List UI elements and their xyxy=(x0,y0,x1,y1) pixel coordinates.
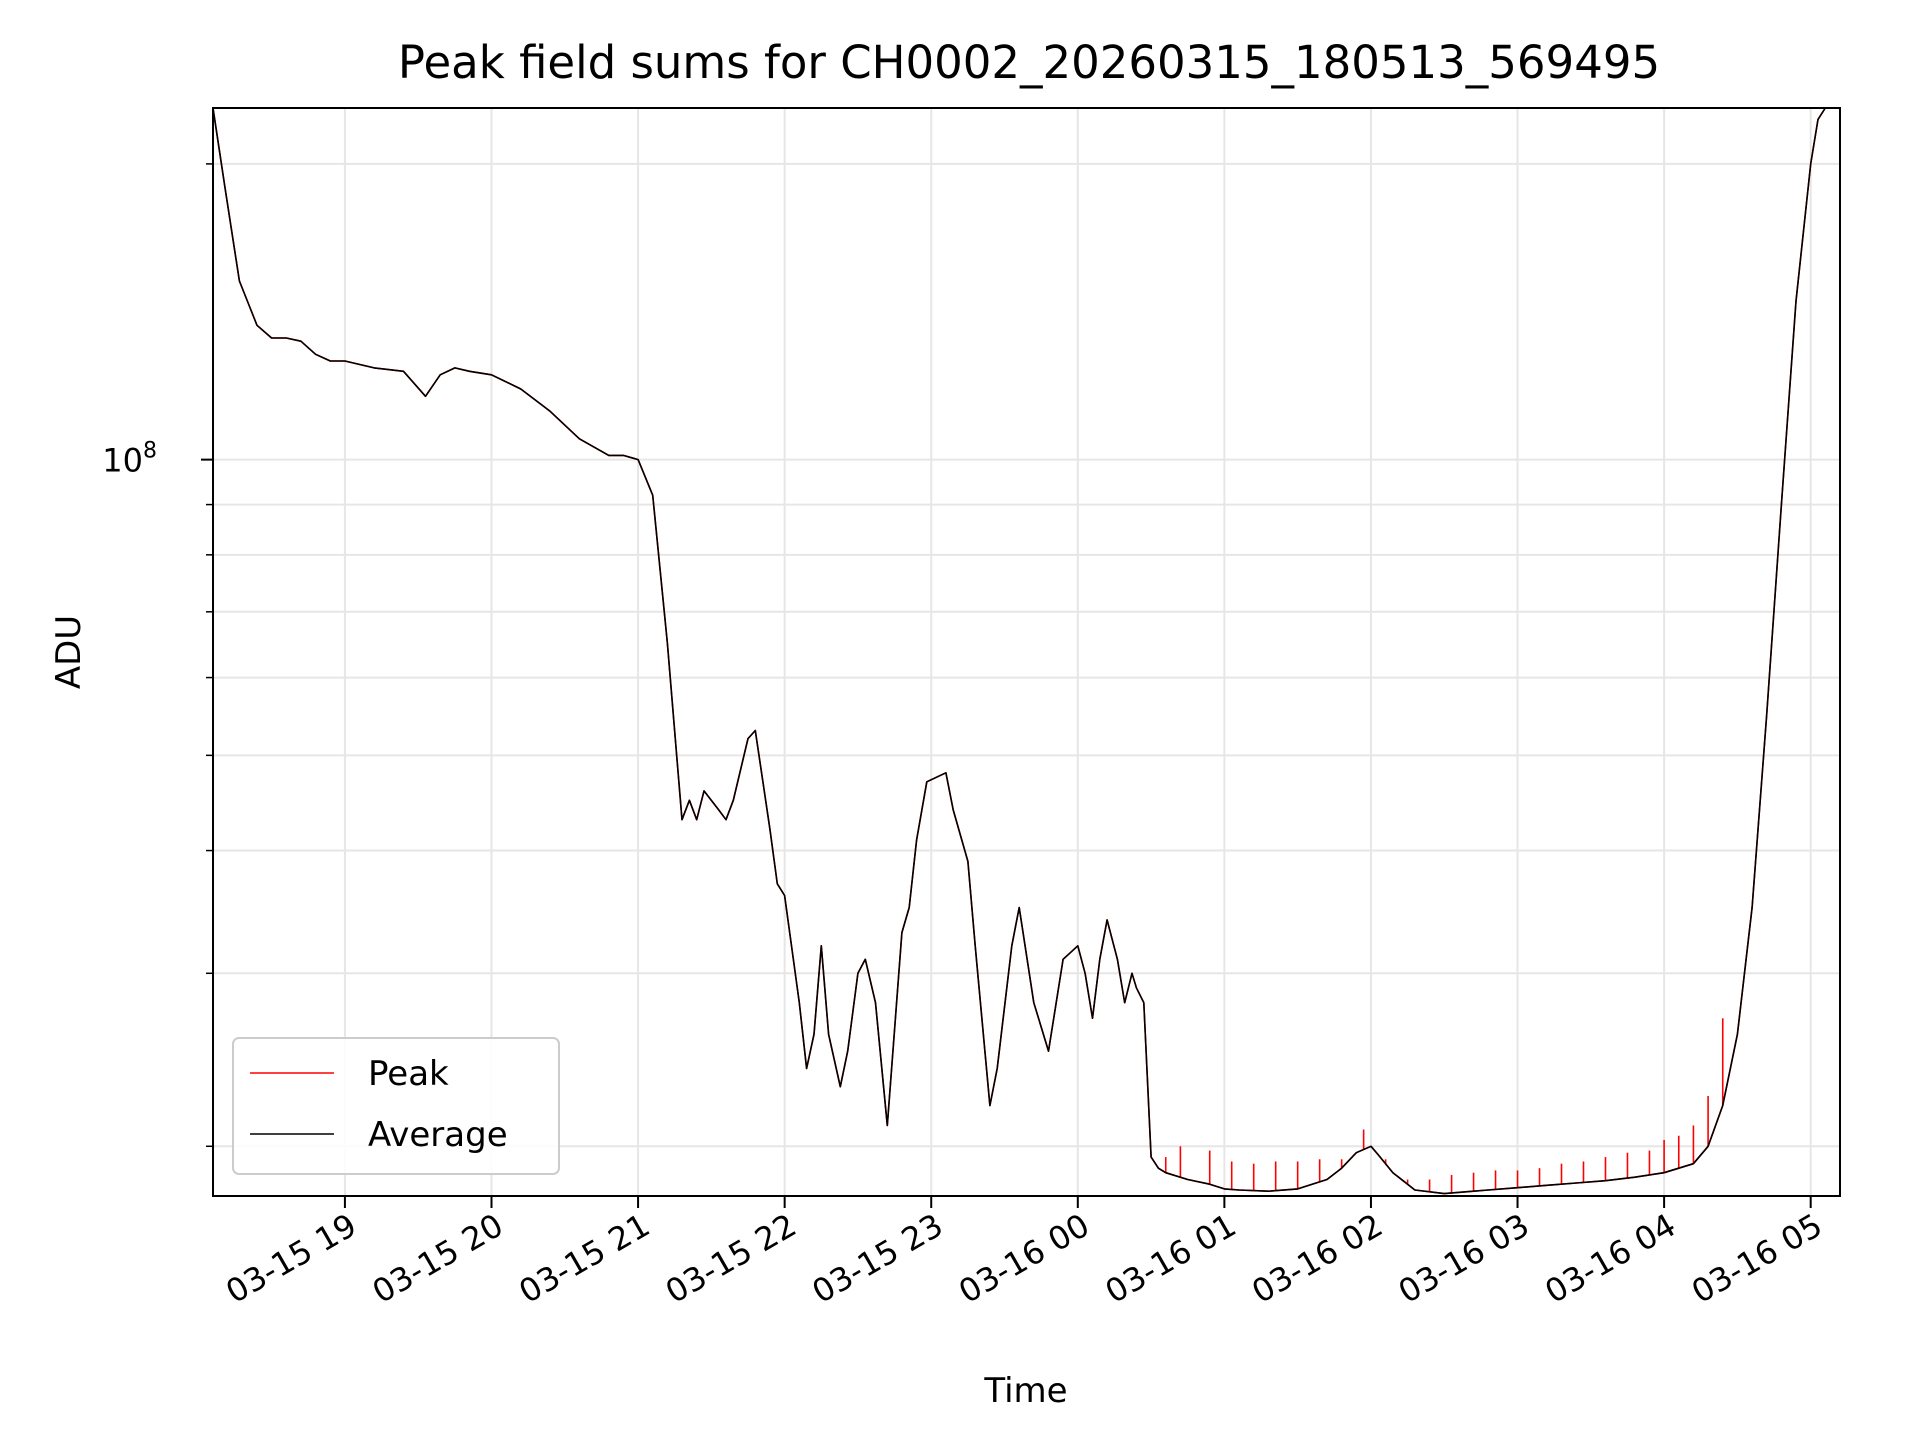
y-tick-label: 108 xyxy=(102,439,157,480)
series-average-line xyxy=(212,107,1833,1195)
legend: Peak Average xyxy=(232,1037,560,1175)
legend-average-label: Average xyxy=(368,1115,508,1155)
legend-peak-label: Peak xyxy=(368,1054,449,1094)
y-axis-label: ADU xyxy=(49,615,89,689)
plot-frame xyxy=(212,107,1841,1197)
grid-lines xyxy=(213,108,1840,1196)
y-axis-ticks: 108 xyxy=(102,163,213,1148)
data-series xyxy=(212,107,1833,1195)
x-axis-label: Time xyxy=(983,1371,1067,1411)
legend-box xyxy=(232,1037,560,1175)
chart-title: Peak field sums for CH0002_20260315_1805… xyxy=(398,36,1660,89)
